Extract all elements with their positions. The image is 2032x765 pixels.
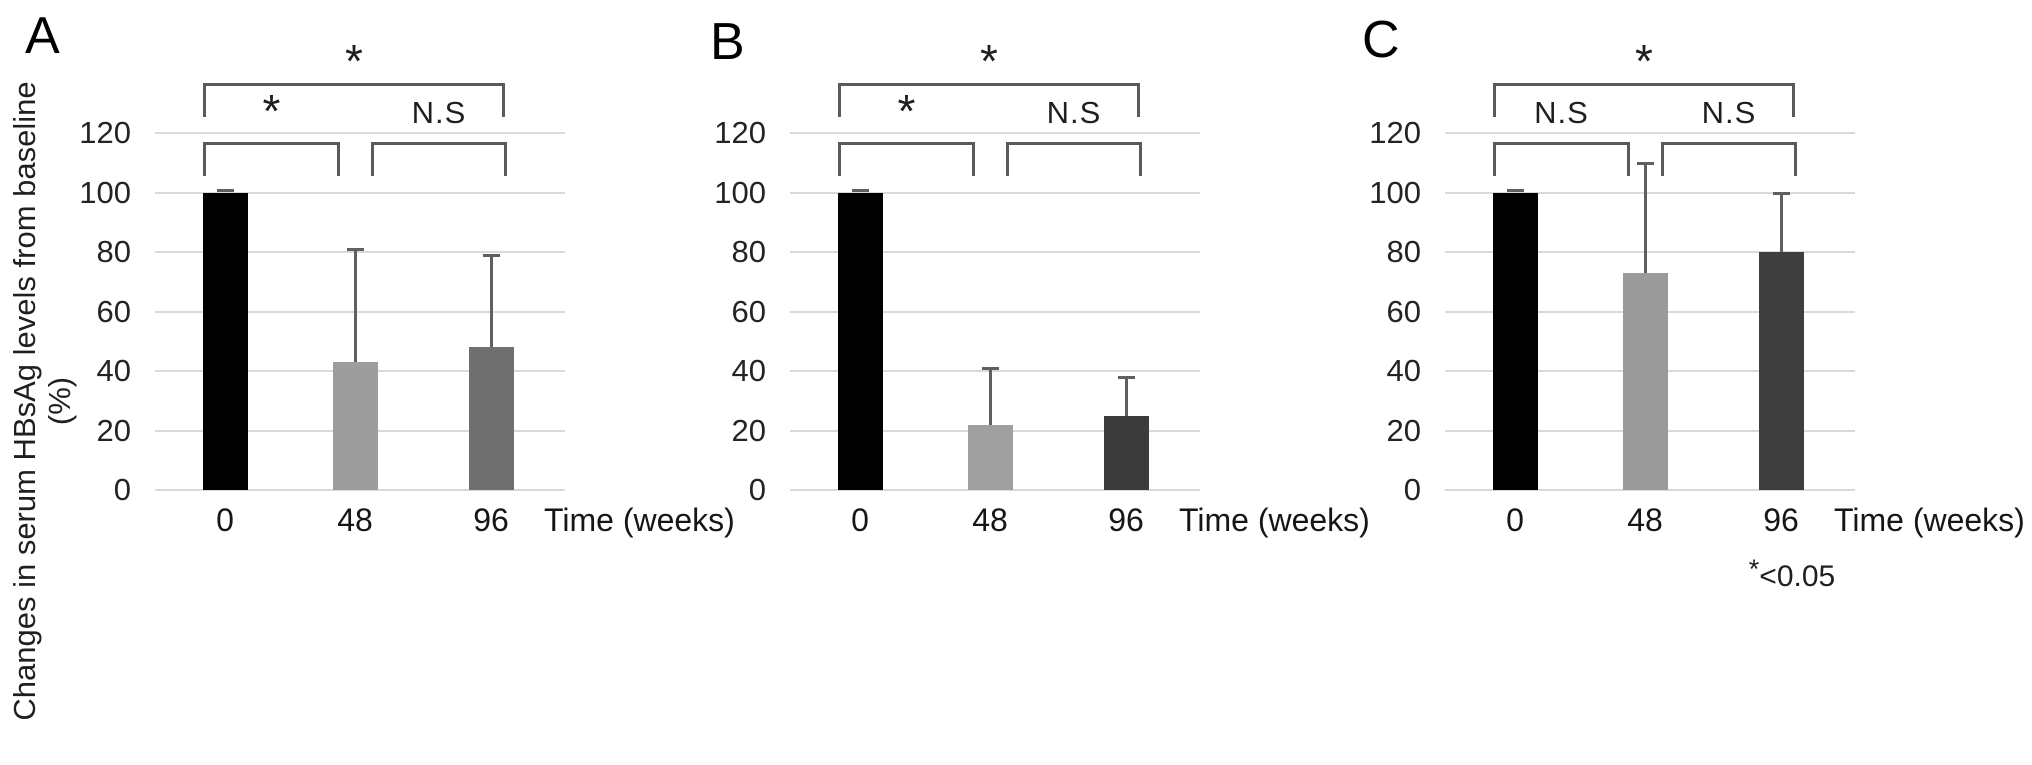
y-tick-label-A-100: 100 [79, 174, 131, 210]
y-tick-label-A-120: 120 [79, 115, 131, 150]
bracket-label-B-0: * [980, 35, 998, 87]
gridline-A-120 [155, 132, 565, 134]
y-tick-label-C-100: 100 [1369, 174, 1421, 210]
significance-bracket-B-1 [838, 142, 975, 176]
gridline-A-100 [155, 191, 565, 194]
panel-label-B: B [710, 13, 745, 71]
y-tick-label-A-80: 80 [96, 234, 131, 269]
x-tick-label-C-0: 0 [1506, 502, 1524, 538]
error-bar-cap-B-week96 [1117, 375, 1135, 379]
bar-C-week96 [1758, 252, 1804, 490]
significance-threshold: <0.05 [1759, 560, 1836, 593]
y-tick-label-B-120: 120 [714, 115, 766, 150]
x-axis-title-C: Time (weeks) [1834, 502, 2025, 538]
bar-A-week48 [332, 362, 378, 490]
y-tick-label-A-40: 40 [96, 353, 131, 388]
error-bar-cap-A-week96 [482, 253, 500, 257]
bar-A-week0 [202, 192, 248, 490]
y-tick-label-B-60: 60 [731, 293, 766, 329]
bar-B-week0 [837, 192, 883, 490]
bracket-label-A-0: * [345, 35, 363, 87]
panel-label-A: A [25, 7, 60, 65]
gridline-A-60 [155, 310, 565, 313]
bar-C-week0 [1492, 192, 1538, 490]
error-bar-cap-B-week0 [851, 188, 869, 192]
x-tick-label-B-96: 96 [1108, 502, 1144, 538]
error-bar-cap-B-week48 [981, 367, 999, 371]
error-bar-cap-C-week0 [1506, 188, 1524, 192]
error-bar-B-week96 [1124, 376, 1128, 416]
x-tick-label-A-48: 48 [337, 502, 373, 538]
significance-bracket-A-2 [371, 142, 507, 176]
bracket-label-C-0: * [1635, 35, 1653, 87]
y-tick-label-B-100: 100 [714, 174, 766, 210]
bracket-label-B-1: * [897, 85, 916, 137]
bracket-label-A-2: N.S [411, 95, 467, 130]
error-bar-B-week48 [988, 368, 992, 425]
y-axis-title-line1: Changes in serum HBsAg levels from basel… [7, 81, 42, 721]
significance-bracket-C-1 [1493, 142, 1630, 176]
x-tick-label-C-96: 96 [1763, 502, 1799, 538]
gridline-A-0 [155, 489, 565, 491]
gridline-C-0 [1445, 489, 1855, 491]
y-tick-label-C-80: 80 [1386, 234, 1421, 269]
x-axis-title-B: Time (weeks) [1179, 502, 1370, 538]
error-bar-C-week48 [1643, 162, 1647, 273]
error-bar-A-week96 [489, 254, 493, 348]
bracket-label-C-2: N.S [1701, 95, 1757, 130]
gridline-B-0 [790, 489, 1200, 491]
bar-B-week96 [1103, 415, 1149, 490]
significance-note: *<0.05 [1712, 554, 1872, 594]
gridline-B-120 [790, 132, 1200, 134]
y-tick-label-C-60: 60 [1386, 293, 1421, 329]
significance-bracket-A-0 [203, 83, 505, 117]
y-tick-label-C-20: 20 [1386, 412, 1421, 448]
x-tick-label-C-48: 48 [1627, 502, 1663, 538]
x-tick-label-B-48: 48 [972, 502, 1008, 538]
panel-label-C: C [1362, 11, 1400, 69]
bracket-label-B-2: N.S [1046, 95, 1102, 130]
y-tick-label-B-20: 20 [731, 412, 766, 448]
x-tick-label-A-0: 0 [216, 502, 234, 538]
y-tick-label-A-60: 60 [96, 293, 131, 329]
gridline-C-80 [1445, 251, 1855, 253]
asterisk-symbol: * [1748, 554, 1760, 584]
x-tick-label-A-96: 96 [473, 502, 509, 538]
significance-bracket-A-1 [203, 142, 340, 176]
gridline-B-100 [790, 191, 1200, 194]
bracket-label-C-1: N.S [1534, 95, 1589, 130]
gridline-C-120 [1445, 132, 1855, 134]
gridline-B-80 [790, 251, 1200, 253]
significance-bracket-C-2 [1661, 142, 1797, 176]
error-bar-cap-A-week48 [346, 248, 364, 252]
error-bar-A-week48 [353, 249, 357, 363]
error-bar-cap-C-week96 [1772, 191, 1790, 195]
gridline-C-100 [1445, 191, 1855, 194]
y-tick-label-A-0: 0 [113, 472, 131, 507]
bar-A-week96 [468, 347, 514, 490]
y-tick-label-B-80: 80 [731, 234, 766, 269]
y-tick-label-C-120: 120 [1369, 115, 1421, 150]
bar-C-week48 [1622, 272, 1668, 490]
x-tick-label-B-0: 0 [851, 502, 869, 538]
gridline-A-80 [155, 251, 565, 253]
bracket-label-A-1: * [262, 85, 281, 137]
y-tick-label-B-0: 0 [748, 472, 766, 507]
significance-bracket-B-0 [838, 83, 1140, 117]
y-tick-label-B-40: 40 [731, 353, 766, 388]
gridline-B-60 [790, 310, 1200, 313]
y-tick-label-C-40: 40 [1386, 353, 1421, 388]
error-bar-cap-A-week0 [216, 188, 234, 192]
gridline-B-40 [790, 370, 1200, 372]
x-axis-title-A: Time (weeks) [544, 502, 735, 538]
y-tick-label-C-0: 0 [1403, 472, 1421, 507]
error-bar-cap-C-week48 [1636, 161, 1654, 165]
y-tick-label-A-20: 20 [96, 412, 131, 448]
error-bar-C-week96 [1779, 192, 1783, 252]
significance-bracket-B-2 [1006, 142, 1142, 176]
significance-bracket-C-0 [1493, 83, 1795, 117]
bar-B-week48 [967, 424, 1013, 490]
